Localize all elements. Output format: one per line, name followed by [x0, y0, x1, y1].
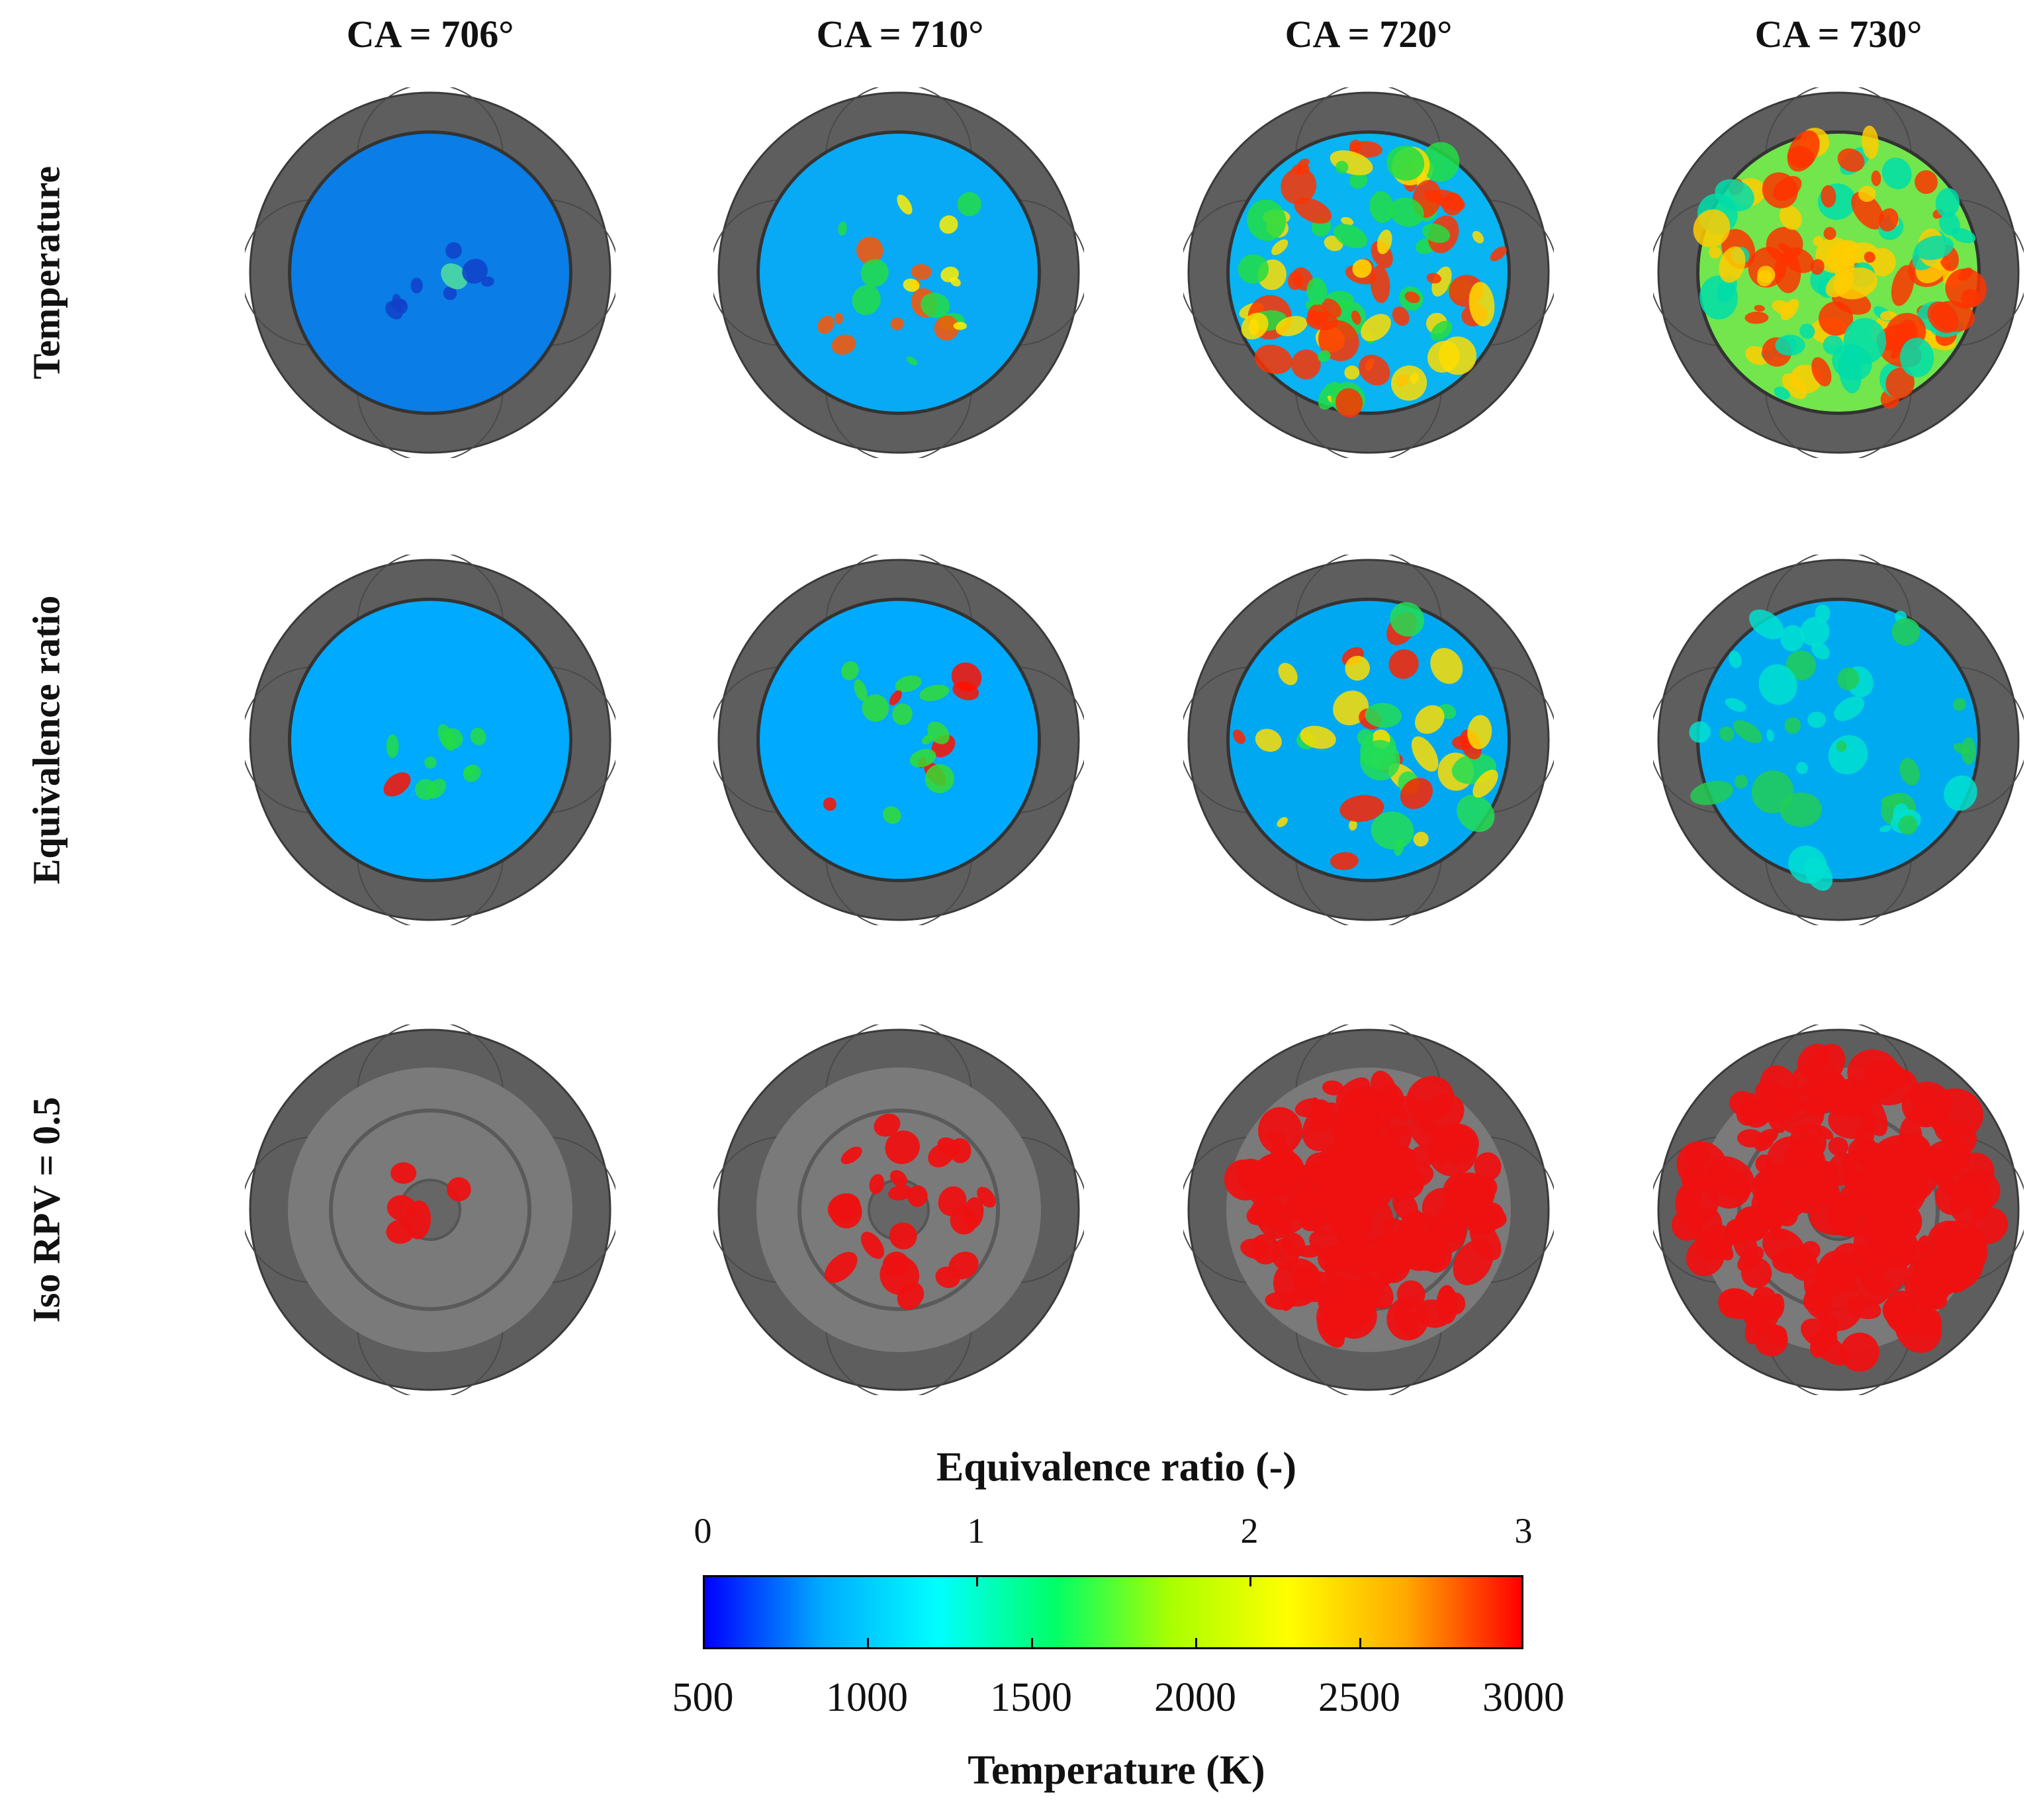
panel-r0-c2 — [1183, 87, 1554, 458]
panel-r2-c1 — [713, 1024, 1084, 1395]
column-header-706: CA = 706° — [346, 13, 514, 56]
contour-blobs — [1693, 125, 1987, 409]
contour-field — [291, 601, 569, 879]
row-header-iso-rpv: Iso RPV = 0.5 — [24, 1097, 68, 1323]
contour-field — [291, 134, 569, 412]
contour-blobs — [1238, 140, 1507, 418]
colorbar-top-title: Equivalence ratio (-) — [936, 1445, 1297, 1490]
contour-blobs — [817, 192, 981, 365]
bowl-ring — [329, 1109, 531, 1311]
colorbar-bottom-tick: 500 — [672, 1675, 734, 1720]
iso-surface — [1224, 1070, 1507, 1348]
colorbar-top-tick: 0 — [694, 1511, 712, 1551]
colorbar-bottom-mark — [1031, 1638, 1033, 1647]
panel-r2-c0 — [245, 1024, 615, 1395]
colorbar-gradient — [703, 1575, 1523, 1649]
colorbar-top-mark — [1249, 1577, 1251, 1586]
colorbar-bottom-tick: 1000 — [826, 1675, 908, 1720]
colorbar-top-mark — [976, 1577, 978, 1586]
contour-field — [760, 134, 1038, 412]
colorbar-bottom-tick: 3000 — [1482, 1675, 1564, 1720]
column-header-710: CA = 710° — [816, 13, 984, 56]
panel-r0-c3 — [1653, 87, 2024, 458]
colorbar-top-tick: 1 — [967, 1511, 985, 1551]
colorbar-bottom-mark — [1195, 1638, 1197, 1647]
contour-blobs — [1233, 602, 1498, 870]
panel-r1-c0 — [245, 555, 615, 925]
column-header-720: CA = 720° — [1285, 13, 1453, 56]
panel-r2-c2 — [1183, 1024, 1554, 1395]
contour-blobs — [1689, 604, 1977, 891]
panel-r1-c3 — [1653, 555, 2024, 925]
bowl-ring — [797, 1109, 1000, 1311]
contour-blobs — [385, 242, 494, 320]
colorbar-bottom-tick: 2500 — [1318, 1675, 1400, 1720]
colorbar-bottom-title: Temperature (K) — [968, 1748, 1265, 1793]
iso-surface — [386, 1162, 471, 1244]
colorbar-bottom-mark — [867, 1638, 869, 1647]
panel-r2-c3 — [1653, 1024, 2024, 1395]
row-header-equivalence-ratio: Equivalence ratio — [24, 595, 68, 885]
iso-surface — [824, 1113, 996, 1310]
colorbar-top-tick: 2 — [1240, 1511, 1259, 1551]
row-header-temperature: Temperature — [24, 165, 68, 380]
contour-blobs — [823, 661, 982, 825]
panel-r1-c1 — [713, 555, 1084, 925]
colorbar-bottom-tick: 1500 — [990, 1675, 1072, 1720]
colorbar-bottom-tick: 2000 — [1154, 1675, 1236, 1720]
colorbar-top-tick: 3 — [1514, 1511, 1533, 1551]
contour-blobs — [383, 724, 486, 800]
panel-r0-c0 — [245, 87, 615, 458]
colorbar-bottom-mark — [1359, 1638, 1361, 1647]
panel-r1-c2 — [1183, 555, 1554, 925]
column-header-730: CA = 730° — [1754, 13, 1922, 56]
contour-field — [760, 601, 1038, 879]
panel-r0-c1 — [713, 87, 1084, 458]
iso-surface — [1671, 1044, 2009, 1372]
